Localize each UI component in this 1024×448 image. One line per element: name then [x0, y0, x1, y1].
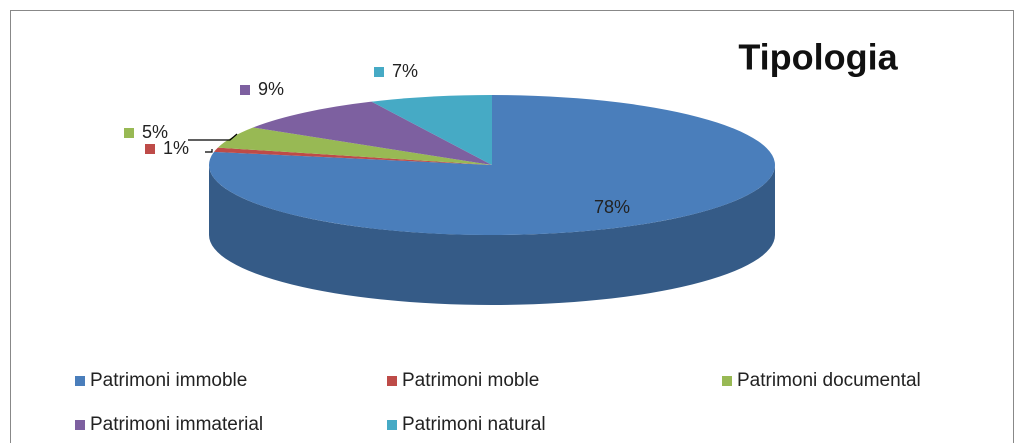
label-key — [145, 144, 155, 154]
pie-slice — [214, 147, 493, 165]
legend-swatch — [75, 376, 85, 386]
leader-line — [188, 133, 238, 141]
leader-line — [205, 149, 213, 153]
pie-slice — [208, 95, 775, 236]
label-key — [576, 203, 586, 213]
data-label: 1% — [163, 138, 189, 158]
legend-label: Patrimoni natural — [402, 414, 546, 435]
legend-swatch — [387, 420, 397, 430]
pie-slice — [371, 95, 492, 165]
legend-swatch — [75, 420, 85, 430]
legend-swatch — [722, 376, 732, 386]
legend-label: Patrimoni immoble — [90, 370, 247, 391]
chart-title: Tipologia — [738, 37, 898, 78]
data-label: 78% — [594, 197, 630, 217]
label-key — [374, 67, 384, 77]
label-key — [240, 85, 250, 95]
data-label: 5% — [142, 122, 168, 142]
pie-slice — [217, 127, 492, 165]
legend-label: Patrimoni moble — [402, 370, 539, 391]
data-label: 7% — [392, 61, 418, 81]
label-key — [124, 128, 134, 138]
legend-label: Patrimoni immaterial — [90, 414, 263, 435]
pie-slice — [253, 101, 492, 165]
legend-swatch — [387, 376, 397, 386]
data-label: 9% — [258, 79, 284, 99]
legend-label: Patrimoni documental — [737, 370, 921, 391]
